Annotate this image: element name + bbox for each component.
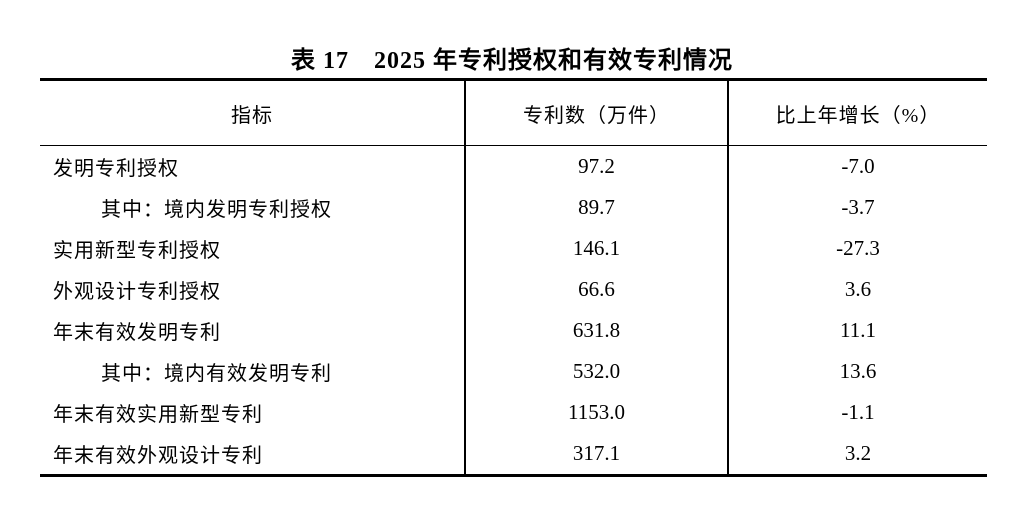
table-row: 年末有效外观设计专利 317.1 3.2 <box>40 433 987 476</box>
table-row: 年末有效实用新型专利 1153.0 -1.1 <box>40 392 987 433</box>
row-indicator: 年末有效实用新型专利 <box>53 404 263 426</box>
row-growth: 13.6 <box>727 351 987 392</box>
table-body: 发明专利授权 97.2 -7.0 其中：境内发明专利授权 89.7 -3.7 实… <box>40 145 987 476</box>
row-indicator: 年末有效外观设计专利 <box>53 445 263 467</box>
table-row: 其中：境内有效发明专利 532.0 13.6 <box>40 351 987 392</box>
row-indicator: 外观设计专利授权 <box>53 281 221 303</box>
row-indicator: 其中：境内发明专利授权 <box>101 199 332 221</box>
table-row: 其中：境内发明专利授权 89.7 -3.7 <box>40 187 987 228</box>
table-row: 年末有效发明专利 631.8 11.1 <box>40 310 987 351</box>
table-title: 表 17 2025 年专利授权和有效专利情况 <box>291 48 733 74</box>
row-patents: 631.8 <box>464 310 728 351</box>
row-growth: -3.7 <box>727 187 987 228</box>
table-row: 外观设计专利授权 66.6 3.6 <box>40 269 987 310</box>
row-indicator: 其中：境内有效发明专利 <box>101 363 332 385</box>
row-indicator: 实用新型专利授权 <box>53 240 221 262</box>
row-growth: -27.3 <box>727 228 987 269</box>
header-patents: 专利数（万件） <box>464 79 728 146</box>
row-patents: 66.6 <box>464 269 728 310</box>
row-patents: 146.1 <box>464 228 728 269</box>
patent-table: 指标 专利数（万件） 比上年增长（%） 发明专利授权 97.2 -7.0 其中：… <box>40 78 987 477</box>
table-header: 指标 专利数（万件） 比上年增长（%） <box>40 79 987 146</box>
header-growth: 比上年增长（%） <box>727 79 987 146</box>
row-patents: 317.1 <box>464 433 728 476</box>
row-patents: 532.0 <box>464 351 728 392</box>
row-growth: 3.6 <box>727 269 987 310</box>
row-growth: 11.1 <box>727 310 987 351</box>
header-row: 指标 专利数（万件） 比上年增长（%） <box>40 79 987 146</box>
table-row: 发明专利授权 97.2 -7.0 <box>40 145 987 187</box>
row-indicator: 发明专利授权 <box>53 158 179 180</box>
row-patents: 97.2 <box>464 145 728 187</box>
header-indicator: 指标 <box>40 79 465 146</box>
row-patents: 89.7 <box>464 187 728 228</box>
table-row: 实用新型专利授权 146.1 -27.3 <box>40 228 987 269</box>
row-growth: -7.0 <box>727 145 987 187</box>
row-growth: -1.1 <box>727 392 987 433</box>
patent-table-container: 指标 专利数（万件） 比上年增长（%） 发明专利授权 97.2 -7.0 其中：… <box>40 78 987 477</box>
row-growth: 3.2 <box>727 433 987 476</box>
row-patents: 1153.0 <box>464 392 728 433</box>
row-indicator: 年末有效发明专利 <box>53 322 221 344</box>
